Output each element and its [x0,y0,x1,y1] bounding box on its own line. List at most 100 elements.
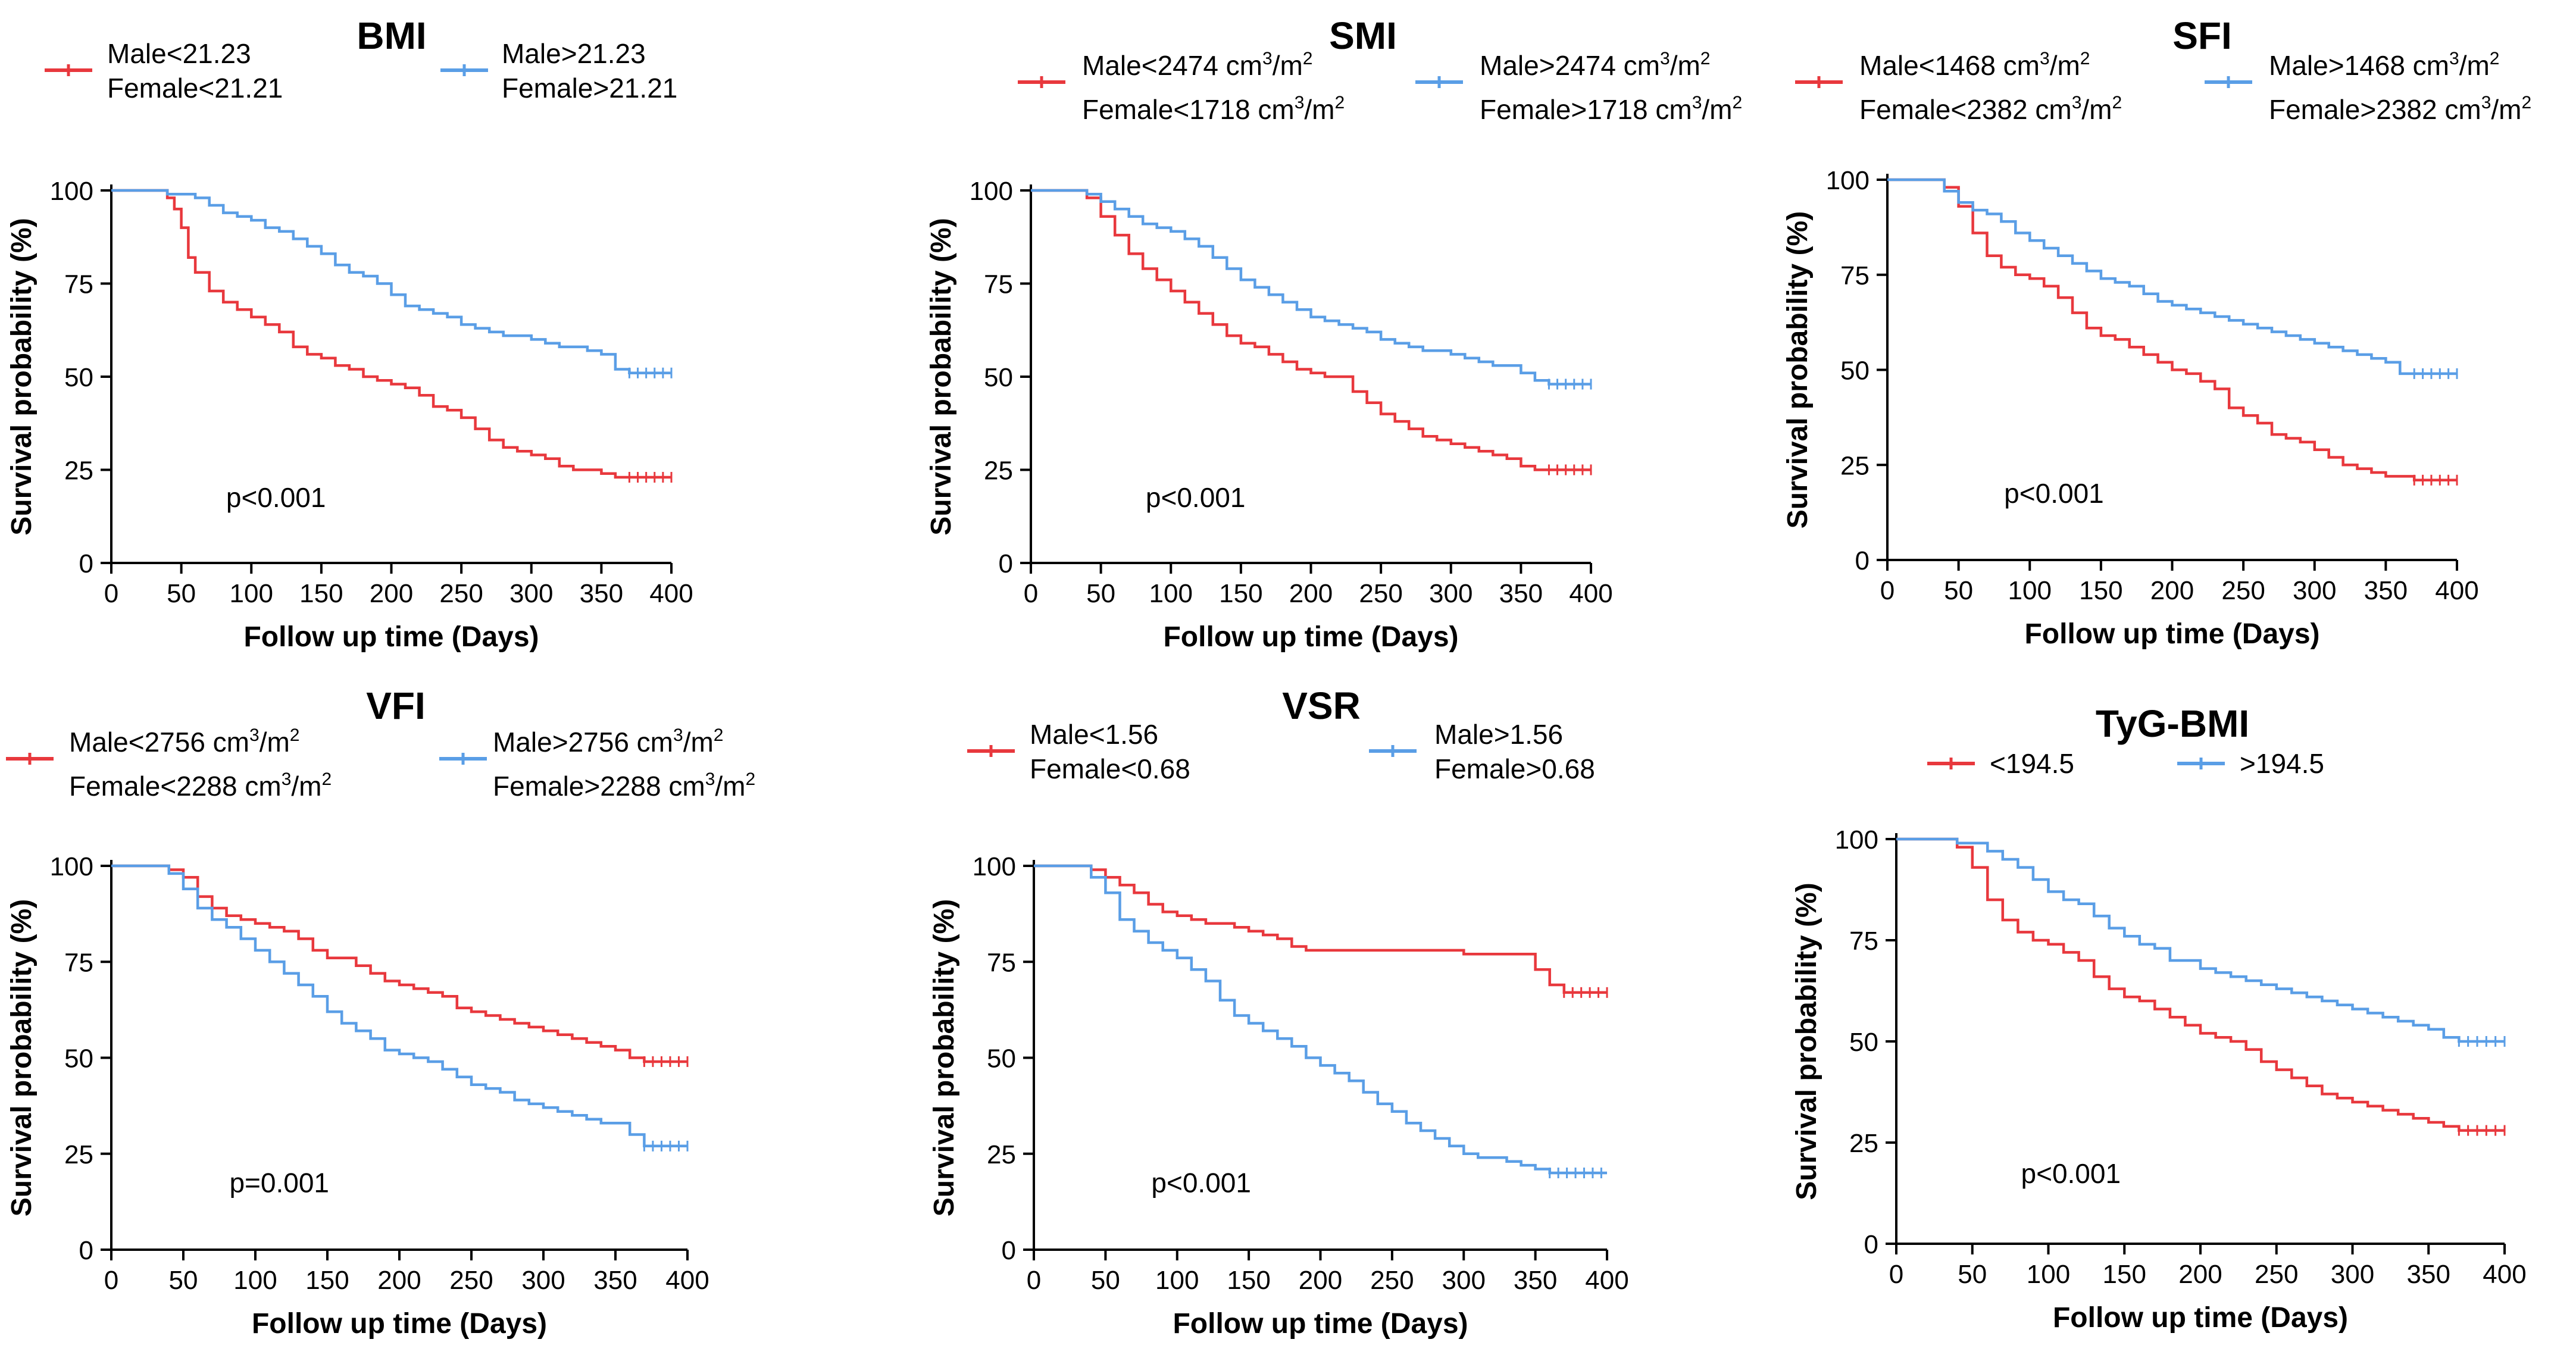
legend-entry: <194.5 [1990,748,2074,779]
y-tick-label: 0 [1002,1236,1016,1265]
legend-entry-line2-unit: /m [2491,94,2521,125]
legend-entry: >194.5 [2240,748,2324,779]
legend-entry-line1-sup2: 2 [1303,49,1313,68]
x-tick-label: 50 [1091,1266,1120,1295]
legend-entry-line2: Female<1718 cm3/m2 [1082,93,1345,125]
x-tick-label: 50 [1944,576,1973,605]
chart-title: BMI [357,14,426,57]
legend-entry-line1-sup: 3 [1660,49,1670,68]
legend-entry-line2-sup2: 2 [745,769,755,789]
legend-entry-line2: Female<21.21 [107,73,283,104]
x-tick-label: 200 [377,1266,421,1295]
legend-entry-line2: Female>21.21 [502,73,677,104]
x-tick-label: 350 [1514,1266,1557,1295]
legend-entry-line1-text: Male<2756 cm [69,727,249,758]
legend-entry-line1: Male>2756 cm3/m2 [493,725,723,758]
legend-entry-line1-text: Male>2756 cm [493,727,673,758]
legend-entry-line2-unit: /m [715,771,745,802]
legend-entry-line1-unit: /m [683,727,714,758]
x-tick-label: 250 [1359,579,1402,608]
y-tick-label: 75 [1849,927,1878,956]
x-axis-label: Follow up time (Days) [252,1308,547,1340]
legend-entry-line1: Male>21.23 [502,38,646,69]
legend-entry-line1-unit: /m [1670,50,1700,81]
legend-entry-line2: Female<2382 cm3/m2 [1859,93,2122,125]
km-curve-series-2 [111,189,671,374]
x-tick-label: 0 [1880,576,1895,605]
legend-entry-line2-sup: 3 [2072,93,2082,112]
chart-title: TyG-BMI [2096,702,2249,745]
legend-entry-line2-unit: /m [1304,94,1334,125]
y-tick-label: 100 [50,177,93,206]
x-tick-label: 250 [2255,1260,2298,1289]
km-curve-series-1 [1896,837,2505,1132]
legend-entry-line1-sup2: 2 [2080,49,2090,68]
legend-entry-line1-unit: /m [260,727,290,758]
legend-entry-line2-unit: /m [1702,94,1732,125]
y-tick-label: 50 [64,1044,93,1074]
y-tick-label: 50 [1840,356,1870,386]
p-value-annotation: p<0.001 [1151,1167,1251,1198]
x-tick-label: 350 [580,579,623,608]
x-tick-label: 250 [449,1266,493,1295]
legend-entry-line1: Male>2474 cm3/m2 [1480,49,1710,81]
p-value-annotation: p<0.001 [226,482,326,513]
km-curve-series-2 [1896,837,2505,1043]
x-tick-label: 350 [593,1266,637,1295]
y-tick-label: 50 [987,1044,1016,1074]
x-tick-label: 200 [2150,576,2194,605]
km-curve-series-2 [111,864,687,1148]
p-value-annotation: p=0.001 [229,1167,329,1198]
legend-entry-line2-text: Female<2288 cm [69,771,282,802]
legend-entry-line2-sup2: 2 [2112,93,2122,112]
legend-entry-line1-text: Male>1468 cm [2269,50,2449,81]
legend-entry-line1-text: Male<2474 cm [1082,50,1262,81]
legend-entry-line2-sup2: 2 [1732,93,1742,112]
legend-entry-line2-sup2: 2 [321,769,332,789]
p-value-annotation: p<0.001 [2004,478,2104,509]
x-axis-label: Follow up time (Days) [1163,621,1458,653]
legend-entry-line2-sup: 3 [1692,93,1702,112]
km-curve-series-1 [1031,189,1591,471]
x-axis-label: Follow up time (Days) [243,621,539,653]
legend-entry-line1-sup: 3 [2449,49,2459,68]
x-axis-label: Follow up time (Days) [2024,618,2319,650]
km-curve-series-1 [111,864,687,1063]
legend-entry-line1: Male<2756 cm3/m2 [69,725,299,758]
x-tick-label: 150 [305,1266,349,1295]
legend-entry-line2: Female<0.68 [1030,753,1190,784]
x-tick-label: 100 [2027,1260,2070,1289]
x-tick-label: 0 [104,1266,118,1295]
legend-entry-line1-unit: /m [2050,50,2080,81]
legend-entry-line1-text: Male>2474 cm [1480,50,1660,81]
x-tick-label: 150 [299,579,343,608]
x-tick-label: 300 [2331,1260,2374,1289]
x-tick-label: 200 [1299,1266,1342,1295]
y-tick-label: 25 [1840,451,1870,480]
y-tick-label: 50 [64,363,93,392]
legend-entry-line2: Female>1718 cm3/m2 [1480,93,1742,125]
y-axis-label: Survival probability (%) [926,218,957,535]
x-tick-label: 100 [233,1266,277,1295]
x-tick-label: 200 [370,579,413,608]
legend-entry-line1-sup2: 2 [290,725,300,745]
legend-entry-line2: Female>2288 cm3/m2 [493,769,755,802]
y-tick-label: 25 [984,456,1013,486]
x-tick-label: 100 [2008,576,2052,605]
y-tick-label: 0 [1855,546,1870,575]
legend-entry-line2-text: Female<2382 cm [1859,94,2072,125]
y-tick-label: 0 [1864,1230,1878,1259]
km-curve-series-1 [1887,178,2457,482]
km-curve-series-1 [1034,864,1607,994]
x-tick-label: 400 [1569,579,1612,608]
legend-entry-line1-sup2: 2 [1700,49,1711,68]
legend-entry-line2-sup: 3 [2481,93,2491,112]
legend-entry-line1-sup: 3 [673,725,683,745]
legend-entry-line2-text: Female<1718 cm [1082,94,1295,125]
x-tick-label: 50 [1958,1260,1987,1289]
y-tick-label: 25 [987,1140,1016,1169]
